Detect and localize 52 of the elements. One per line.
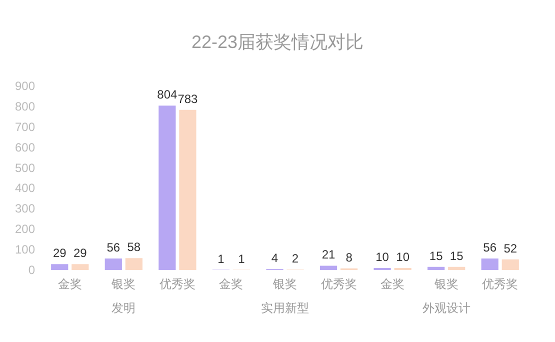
y-tick-label: 700 <box>14 120 36 134</box>
y-tick-label: 600 <box>14 140 36 154</box>
bar <box>158 106 176 270</box>
data-label: 10 <box>376 250 390 264</box>
data-label: 1 <box>218 252 225 266</box>
data-label: 58 <box>127 240 141 254</box>
y-tick-label: 100 <box>14 242 36 257</box>
y-tick-label: 300 <box>14 202 36 216</box>
data-label: 804 <box>157 88 178 102</box>
x-tick-label: 优秀奖 <box>159 277 196 291</box>
bar <box>72 264 89 270</box>
data-label: 8 <box>346 250 353 264</box>
x-tick-label: 银奖 <box>433 277 458 291</box>
x-tick-label: 优秀奖 <box>482 277 518 291</box>
bar <box>428 266 445 270</box>
y-tick-label: 500 <box>14 160 36 175</box>
data-label: 15 <box>429 248 444 263</box>
text: 发明 <box>112 301 136 315</box>
bar <box>104 258 122 270</box>
bar <box>125 258 142 270</box>
bar <box>448 266 466 270</box>
data-label: 783 <box>178 92 198 106</box>
bar <box>51 264 68 270</box>
y-tick-label: 200 <box>14 222 36 236</box>
y-tick-label: 400 <box>14 181 36 196</box>
x-tick-label: 金奖 <box>58 277 82 291</box>
data-label: 2 <box>292 252 299 266</box>
data-label: 1 <box>238 252 246 266</box>
data-label: 56 <box>483 240 497 255</box>
data-label: 21 <box>322 248 336 262</box>
x-tick-label: 银奖 <box>110 277 136 291</box>
bar <box>502 259 519 270</box>
x-tick-label: 金奖 <box>380 277 405 291</box>
data-label: 52 <box>504 241 518 256</box>
data-label: 29 <box>73 246 88 260</box>
data-label: 10 <box>396 250 410 264</box>
text: 外观设计 <box>422 301 470 315</box>
y-tick-label: 0 <box>28 263 36 277</box>
bar <box>179 110 196 270</box>
x-tick-label: 银奖 <box>272 277 297 291</box>
data-label: 56 <box>106 240 120 255</box>
y-tick-label: 800 <box>14 99 36 114</box>
y-tick-label: 900 <box>14 79 36 93</box>
data-label: 29 <box>52 246 67 260</box>
data-label: 4 <box>271 251 278 266</box>
text: 实用新型 <box>261 301 309 315</box>
bar <box>481 258 498 270</box>
bar <box>320 266 338 270</box>
data-label: 15 <box>450 248 464 263</box>
chart-title: 22-23届获奖情况对比 <box>191 32 364 52</box>
x-tick-label: 金奖 <box>219 277 244 291</box>
x-tick-label: 优秀奖 <box>320 277 357 291</box>
